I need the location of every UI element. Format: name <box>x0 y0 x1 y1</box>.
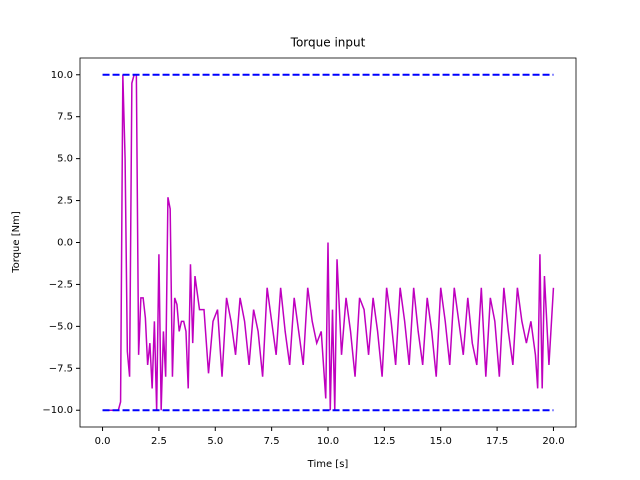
y-tick-label: 2.5 <box>57 196 73 207</box>
x-tick-label: 12.5 <box>373 436 395 447</box>
x-tick-label: 20.0 <box>542 436 564 447</box>
y-axis-label: Torque [Nm] <box>11 211 22 274</box>
x-tick-label: 5.0 <box>207 436 223 447</box>
x-tick-label: 17.5 <box>486 436 508 447</box>
y-tick-label: 0.0 <box>57 238 73 249</box>
y-tick-label: −2.5 <box>49 279 73 290</box>
x-tick-label: 2.5 <box>151 436 167 447</box>
x-tick-label: 10.0 <box>317 436 339 447</box>
y-tick-label: −5.0 <box>49 321 73 332</box>
x-tick-label: 7.5 <box>264 436 280 447</box>
x-tick-label: 15.0 <box>430 436 452 447</box>
y-tick-label: −7.5 <box>49 363 73 374</box>
x-tick-label: 0.0 <box>95 436 111 447</box>
plot-frame <box>79 57 577 428</box>
y-tick-label: 10.0 <box>51 70 73 81</box>
y-tick-label: 5.0 <box>57 154 73 165</box>
data-line <box>102 74 555 411</box>
y-tick-label: 7.5 <box>57 112 73 123</box>
chart-title: Torque input <box>290 36 366 50</box>
x-axis-label: Time [s] <box>307 459 349 470</box>
y-tick-label: −10.0 <box>42 405 73 416</box>
